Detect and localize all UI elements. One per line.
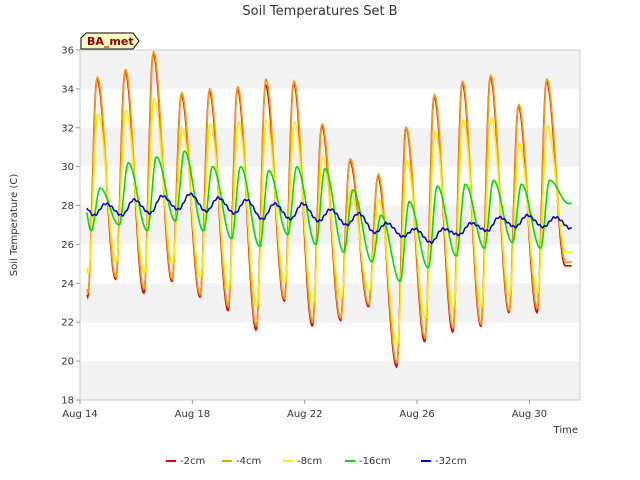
x-tick-label: Aug 22 <box>287 409 322 420</box>
y-tick-label: 18 <box>61 396 74 407</box>
series-line-minus-4cm <box>86 50 572 365</box>
grid-band <box>80 50 580 89</box>
x-tick-label: Aug 26 <box>399 409 434 420</box>
x-axis-ticks: Aug 14 Aug 18 Aug 22 Aug 26 Aug 30 <box>62 400 547 420</box>
x-tick-label: Aug 14 <box>62 409 97 420</box>
legend: -2cm -4cm -8cm -16cm -32cm <box>166 456 467 467</box>
legend-item: -4cm <box>222 456 261 467</box>
x-axis-label: Time <box>553 425 578 436</box>
x-tick-label: Aug 18 <box>175 409 210 420</box>
y-axis-ticks: 18 20 22 24 26 28 30 32 34 36 <box>61 46 80 407</box>
y-tick-label: 22 <box>61 318 74 329</box>
y-tick-label: 36 <box>61 46 74 57</box>
grid-band <box>80 283 580 323</box>
series-lines <box>86 50 573 369</box>
y-tick-label: 20 <box>61 357 74 368</box>
y-tick-label: 30 <box>61 162 74 173</box>
x-tick-label: Aug 30 <box>512 409 547 420</box>
legend-label: -16cm <box>359 456 391 467</box>
badge-shape <box>80 32 140 50</box>
legend-item: -8cm <box>283 456 322 467</box>
y-tick-label: 26 <box>61 240 74 251</box>
legend-label: -2cm <box>180 456 205 467</box>
y-tick-label: 28 <box>61 201 74 212</box>
y-tick-label: 32 <box>61 123 74 134</box>
series-line-minus-8cm <box>86 97 572 347</box>
series-line-minus-16cm <box>86 150 572 283</box>
chart-title: Soil Temperatures Set B <box>242 4 397 19</box>
plot-frame <box>79 49 581 401</box>
y-tick-label: 34 <box>61 84 74 95</box>
legend-label: -8cm <box>297 456 322 467</box>
y-tick-label: 24 <box>61 279 74 290</box>
station-badge: BA_met <box>80 32 140 50</box>
badge-label: BA_met <box>87 35 134 48</box>
series-line-minus-32cm <box>86 192 573 245</box>
y-axis-label: Soil Temperature (C) <box>9 174 20 277</box>
legend-label: -32cm <box>435 456 467 467</box>
legend-item: -2cm <box>166 456 205 467</box>
legend-label: -4cm <box>236 456 261 467</box>
grid-band <box>80 361 580 400</box>
legend-item: -32cm <box>421 456 467 467</box>
legend-item: -16cm <box>345 456 391 467</box>
